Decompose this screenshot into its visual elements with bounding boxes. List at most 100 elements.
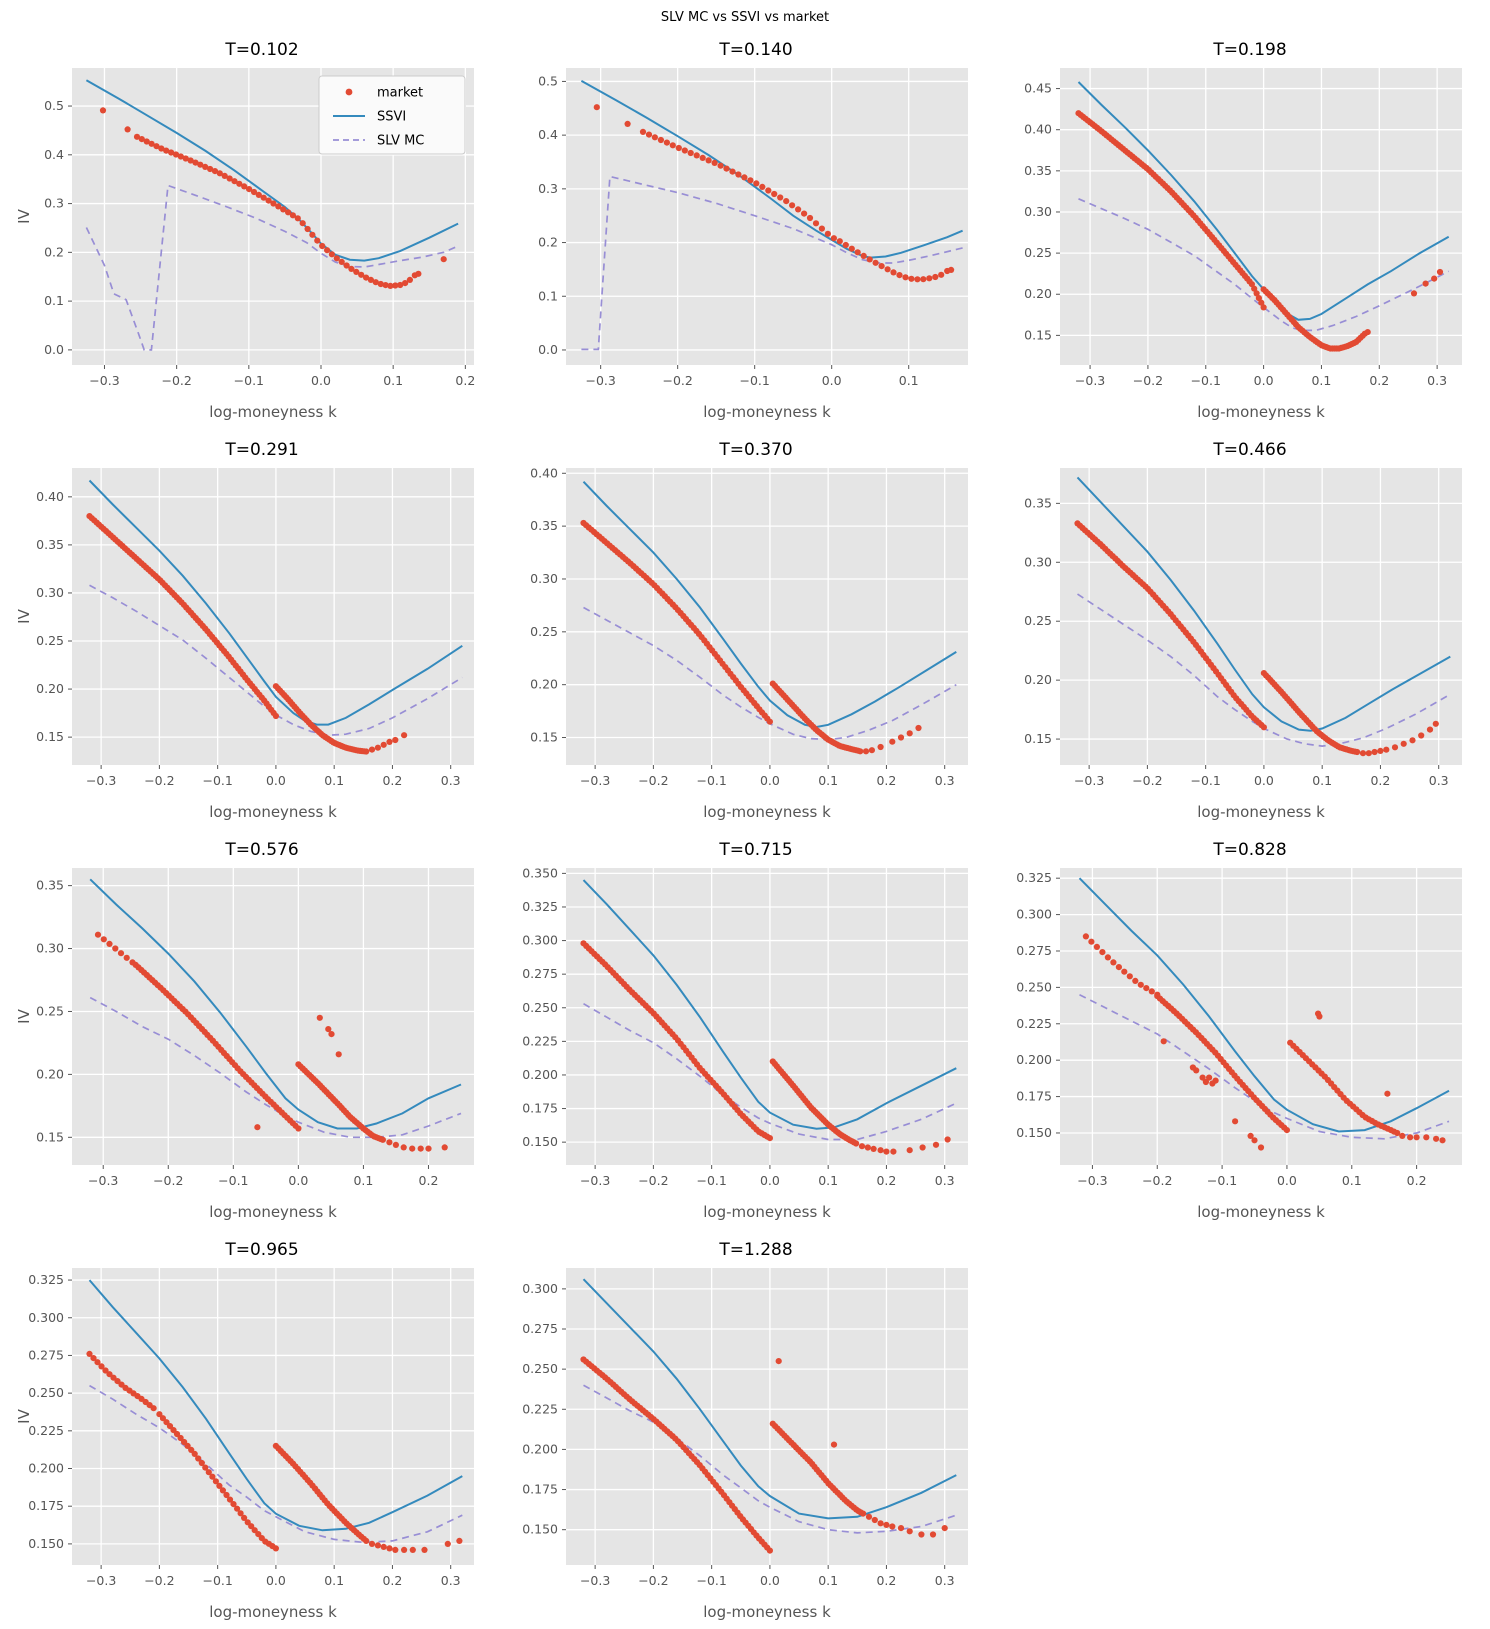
svg-text:0.0: 0.0 xyxy=(288,1173,308,1188)
subplot-t0370: T=0.370 −0.3 −0.2 −0.1 0.0 0.1 0.2 0.3 0.15 0.20… xyxy=(510,437,980,829)
svg-text:−0.1: −0.1 xyxy=(696,1573,726,1588)
svg-text:log-moneyness k: log-moneyness k xyxy=(703,1203,831,1221)
svg-text:0.175: 0.175 xyxy=(522,1482,558,1497)
svg-text:0.30: 0.30 xyxy=(36,941,64,956)
svg-text:−0.3: −0.3 xyxy=(580,773,610,788)
svg-text:−0.1: −0.1 xyxy=(696,773,726,788)
svg-text:−0.2: −0.2 xyxy=(1132,773,1162,788)
svg-text:−0.3: −0.3 xyxy=(86,1573,116,1588)
svg-text:0.2: 0.2 xyxy=(44,244,64,259)
svg-text:0.200: 0.200 xyxy=(1016,1052,1052,1067)
subplot-title: T=0.198 xyxy=(1213,40,1287,60)
svg-text:−0.1: −0.1 xyxy=(1207,1173,1237,1188)
svg-text:−0.2: −0.2 xyxy=(153,1173,183,1188)
subplot-t0140: T=0.140 −0.3 −0.2 −0.1 0.0 0.1 0.0 0.1 0.2 0.3 0.… xyxy=(510,37,980,429)
svg-text:0.2: 0.2 xyxy=(1369,373,1389,388)
svg-text:0.25: 0.25 xyxy=(36,633,64,648)
svg-text:−0.3: −0.3 xyxy=(580,1173,610,1188)
svg-text:0.25: 0.25 xyxy=(530,624,558,639)
svg-text:0.300: 0.300 xyxy=(28,1310,64,1325)
svg-text:0.1: 0.1 xyxy=(383,373,403,388)
svg-text:0.40: 0.40 xyxy=(530,465,558,480)
svg-text:log-moneyness k: log-moneyness k xyxy=(1197,803,1325,821)
svg-text:log-moneyness k: log-moneyness k xyxy=(1197,1203,1325,1221)
svg-text:0.2: 0.2 xyxy=(419,1173,439,1188)
subplot-title: T=0.102 xyxy=(225,40,299,60)
svg-text:0.175: 0.175 xyxy=(28,1498,64,1513)
svg-text:0.2: 0.2 xyxy=(1370,773,1390,788)
svg-text:log-moneyness k: log-moneyness k xyxy=(703,1603,831,1621)
svg-text:0.35: 0.35 xyxy=(36,537,64,552)
svg-text:0.325: 0.325 xyxy=(522,899,558,914)
svg-text:0.3: 0.3 xyxy=(1429,773,1449,788)
svg-text:−0.3: −0.3 xyxy=(1074,773,1104,788)
svg-text:0.250: 0.250 xyxy=(1016,979,1052,994)
subplot-t0466: T=0.466 −0.3 −0.2 −0.1 0.0 0.1 0.2 0.3 0.15 0.20… xyxy=(1004,437,1474,829)
svg-text:0.4: 0.4 xyxy=(538,127,558,142)
svg-text:−0.2: −0.2 xyxy=(638,773,668,788)
svg-text:0.1: 0.1 xyxy=(1312,773,1332,788)
subplot-t1288: T=1.288 −0.3 −0.2 −0.1 0.0 0.1 0.2 0.3 0.150 0.1… xyxy=(510,1237,980,1629)
svg-text:0.20: 0.20 xyxy=(36,681,64,696)
svg-text:0.20: 0.20 xyxy=(1024,672,1052,687)
chart-t0370: −0.3 −0.2 −0.1 0.0 0.1 0.2 0.3 0.15 0.20 0.25 0.30… xyxy=(530,465,968,821)
svg-text:0.250: 0.250 xyxy=(28,1385,64,1400)
svg-text:log-moneyness k: log-moneyness k xyxy=(209,1603,337,1621)
svg-text:0.225: 0.225 xyxy=(522,1401,558,1416)
svg-text:0.2: 0.2 xyxy=(876,1573,896,1588)
svg-text:0.0: 0.0 xyxy=(760,1173,780,1188)
svg-text:0.150: 0.150 xyxy=(522,1522,558,1537)
svg-text:−0.1: −0.1 xyxy=(1191,373,1221,388)
svg-text:0.2: 0.2 xyxy=(455,373,475,388)
svg-text:0.3: 0.3 xyxy=(538,181,558,196)
svg-text:0.1: 0.1 xyxy=(324,773,344,788)
svg-text:0.325: 0.325 xyxy=(1016,870,1052,885)
svg-text:0.20: 0.20 xyxy=(1024,286,1052,301)
svg-text:0.3: 0.3 xyxy=(441,773,461,788)
svg-text:0.0: 0.0 xyxy=(1277,1173,1297,1188)
svg-text:0.1: 0.1 xyxy=(538,288,558,303)
chart-t0576: −0.3 −0.2 −0.1 0.0 0.1 0.2 0.15 0.20 0.25 0.30 0.3… xyxy=(16,868,474,1221)
svg-text:−0.2: −0.2 xyxy=(638,1573,668,1588)
svg-text:0.300: 0.300 xyxy=(1016,907,1052,922)
chart-t0466: −0.3 −0.2 −0.1 0.0 0.1 0.2 0.3 0.15 0.20 0.25 0.30… xyxy=(1024,468,1462,821)
svg-text:0.5: 0.5 xyxy=(44,98,64,113)
svg-text:0.15: 0.15 xyxy=(530,730,558,745)
svg-text:−0.1: −0.1 xyxy=(218,1173,248,1188)
svg-text:0.175: 0.175 xyxy=(1016,1089,1052,1104)
svg-text:0.3: 0.3 xyxy=(935,1173,955,1188)
svg-text:0.0: 0.0 xyxy=(311,373,331,388)
svg-text:0.275: 0.275 xyxy=(522,1321,558,1336)
subplot-title: T=0.291 xyxy=(225,440,299,460)
svg-text:log-moneyness k: log-moneyness k xyxy=(209,803,337,821)
svg-text:0.1: 0.1 xyxy=(1311,373,1331,388)
subplot-title: T=0.828 xyxy=(1213,840,1287,860)
svg-text:0.35: 0.35 xyxy=(36,878,64,893)
chart-t1288: −0.3 −0.2 −0.1 0.0 0.1 0.2 0.3 0.150 0.175 0.200 0… xyxy=(522,1268,968,1621)
svg-text:0.3: 0.3 xyxy=(1427,373,1447,388)
svg-text:0.30: 0.30 xyxy=(1024,554,1052,569)
svg-text:0.15: 0.15 xyxy=(36,729,64,744)
svg-text:0.35: 0.35 xyxy=(1024,495,1052,510)
svg-text:0.2: 0.2 xyxy=(1407,1173,1427,1188)
svg-text:0.200: 0.200 xyxy=(28,1461,64,1476)
svg-text:0.30: 0.30 xyxy=(1024,204,1052,219)
svg-text:IV: IV xyxy=(16,1408,33,1423)
svg-text:0.0: 0.0 xyxy=(266,1573,286,1588)
svg-text:0.1: 0.1 xyxy=(899,373,919,388)
chart-t0198: −0.3 −0.2 −0.1 0.0 0.1 0.2 0.3 0.15 0.20 0.25 0.30… xyxy=(1024,68,1462,421)
svg-text:−0.2: −0.2 xyxy=(638,1173,668,1188)
svg-text:0.225: 0.225 xyxy=(28,1423,64,1438)
svg-text:−0.1: −0.1 xyxy=(696,1173,726,1188)
svg-text:−0.3: −0.3 xyxy=(88,1173,118,1188)
svg-text:−0.3: −0.3 xyxy=(86,773,116,788)
subplot-title: T=1.288 xyxy=(719,1240,793,1260)
svg-text:−0.3: −0.3 xyxy=(1077,1173,1107,1188)
svg-text:−0.1: −0.1 xyxy=(234,373,264,388)
svg-text:0.275: 0.275 xyxy=(522,966,558,981)
svg-text:0.150: 0.150 xyxy=(1016,1125,1052,1140)
svg-text:0.15: 0.15 xyxy=(1024,327,1052,342)
svg-text:0.1: 0.1 xyxy=(818,1573,838,1588)
svg-text:log-moneyness k: log-moneyness k xyxy=(703,403,831,421)
svg-text:0.150: 0.150 xyxy=(522,1134,558,1149)
